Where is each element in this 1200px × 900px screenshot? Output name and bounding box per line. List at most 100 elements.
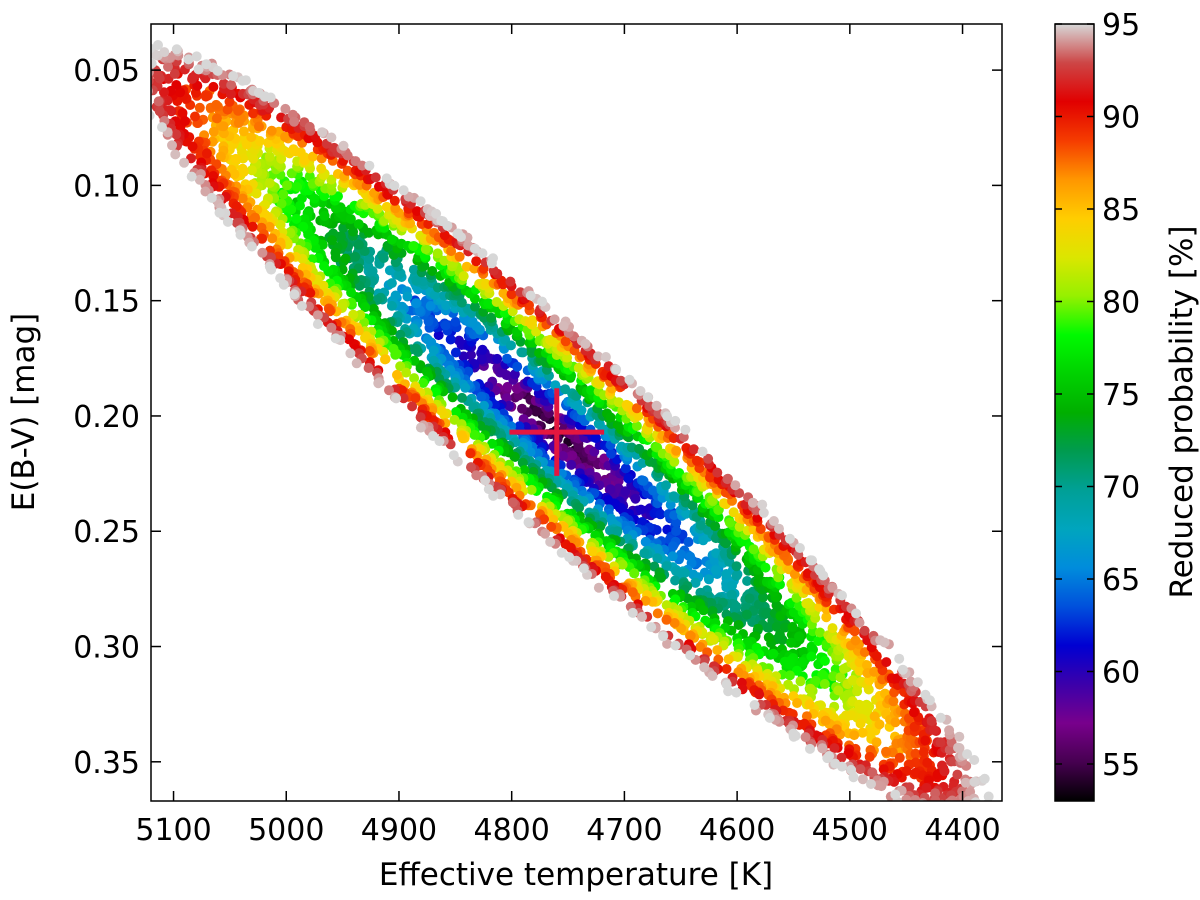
scatter-point [696, 520, 706, 531]
scatter-point [637, 458, 648, 468]
scatter-point [712, 467, 723, 478]
scatter-point [386, 234, 397, 245]
scatter-point [319, 210, 330, 221]
scatter-point [560, 384, 571, 395]
scatter-point [401, 367, 412, 378]
scatter-point [450, 316, 461, 327]
scatter-point [299, 155, 310, 166]
scatter-point [930, 795, 941, 801]
scatter-point [408, 264, 419, 275]
scatter-point [674, 468, 685, 478]
scatter-point [652, 608, 663, 619]
scatter-point [285, 228, 296, 239]
scatter-point [345, 348, 356, 359]
scatter-point [477, 344, 488, 355]
scatter-point [384, 385, 394, 396]
scatter-point [683, 537, 694, 547]
scatter-point [705, 472, 715, 483]
scatter-point [450, 347, 461, 358]
scatter-point [920, 735, 931, 746]
scatter-point [415, 412, 426, 423]
scatter-point [713, 505, 724, 515]
scatter-point [779, 656, 790, 667]
scatter-point [410, 393, 421, 404]
scatter-point [222, 216, 233, 227]
scatter-point [723, 654, 734, 665]
scatter-point [480, 475, 491, 486]
scatter-point [420, 244, 431, 255]
scatter-point [360, 302, 371, 313]
scatter-point [969, 802, 979, 812]
scatter-point [956, 804, 966, 814]
scatter-point [456, 232, 466, 242]
scatter-point [819, 679, 830, 689]
scatter-point [430, 387, 441, 398]
scatter-point [591, 433, 601, 444]
scatter-point [504, 400, 514, 411]
scatter-point [439, 230, 450, 241]
y-tick-label: 0.25 [73, 515, 140, 550]
y-tick-label: 0.10 [73, 169, 140, 204]
scatter-point [784, 670, 795, 681]
scatter-point [627, 607, 638, 618]
scatter-point [350, 251, 361, 262]
scatter-point [688, 444, 699, 455]
scatter-point [695, 642, 706, 652]
scatter-point [969, 776, 980, 787]
y-tick-label: 0.15 [73, 285, 140, 320]
scatter-point [918, 798, 928, 801]
scatter-point [167, 140, 177, 151]
scatter-point [850, 635, 861, 646]
scatter-point [815, 627, 825, 638]
scatter-point [661, 600, 672, 611]
scatter-point [514, 421, 525, 432]
scatter-point [879, 637, 890, 648]
scatter-point [170, 149, 181, 160]
scatter-point [655, 509, 666, 520]
scatter-point [640, 536, 651, 547]
scatter-point [710, 565, 721, 576]
scatter-point [326, 322, 337, 333]
scatter-point [415, 422, 426, 433]
scatter-point [445, 334, 456, 345]
scatter-point [553, 358, 564, 369]
scatter-point [864, 751, 875, 762]
scatter-point [731, 561, 742, 572]
scatter-point [340, 253, 351, 264]
scatter-point [924, 695, 935, 706]
scatter-point [325, 306, 335, 317]
scatter-point [131, 37, 141, 47]
scatter-point [363, 363, 374, 373]
scatter-point [212, 65, 223, 76]
scatter-point [969, 755, 980, 765]
colorbar-tick-label: 65 [1102, 563, 1140, 598]
colorbar-label: Reduced probability [%] [1164, 225, 1200, 598]
scatter-point [488, 253, 498, 264]
scatter-point [446, 246, 457, 257]
scatter-point [257, 233, 268, 244]
scatter-point [894, 800, 900, 801]
scatter-point [502, 381, 513, 392]
scatter-point [795, 676, 806, 687]
plot-frame [150, 23, 1003, 802]
scatter-point [419, 260, 430, 271]
scatter-point [921, 782, 932, 793]
scatter-point [703, 574, 714, 585]
scatter-point [140, 74, 150, 84]
scatter-point [233, 105, 244, 116]
scatter-point [699, 662, 710, 673]
scatter-point [791, 592, 802, 603]
scatter-point [881, 746, 891, 757]
scatter-point [451, 407, 461, 417]
scatter-point [662, 638, 673, 649]
scatter-point [327, 235, 337, 246]
scatter-point [833, 685, 844, 696]
scatter-point [774, 629, 785, 640]
scatter-point [458, 351, 469, 362]
scatter-point [703, 453, 714, 464]
scatter-point [605, 412, 616, 423]
scatter-point [248, 153, 259, 164]
scatter-point [805, 683, 816, 694]
scatter-point [240, 75, 251, 86]
scatter-point [247, 221, 258, 232]
